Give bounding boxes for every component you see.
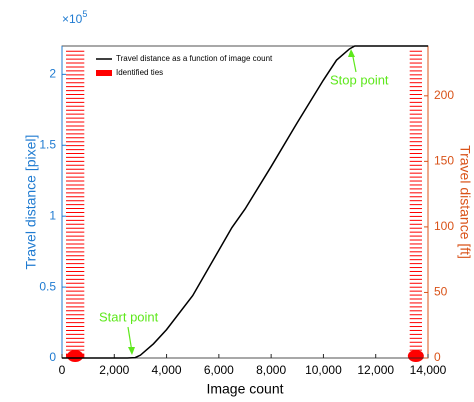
y-tick-label: 0 <box>49 350 56 364</box>
annotation: Start point <box>99 309 159 324</box>
x-tick-label: 4,000 <box>152 363 182 377</box>
y2-tick-label: 50 <box>434 285 448 299</box>
travel-line <box>62 45 428 359</box>
y-tick-label: 2 <box>49 67 56 81</box>
y-axis-label: Travel distance [pixel] <box>23 135 39 270</box>
x-tick-label: 8,000 <box>256 363 286 377</box>
y2-tick-label: 150 <box>434 154 454 168</box>
x-tick-label: 6,000 <box>204 363 234 377</box>
y2-tick-label: 200 <box>434 88 454 102</box>
legend-label: Travel distance as a function of image c… <box>116 54 273 63</box>
tie-cluster <box>67 350 84 362</box>
x-tick-label: 2,000 <box>99 363 129 377</box>
x-axis-label: Image count <box>206 381 283 397</box>
annotation: Stop point <box>330 72 389 87</box>
x-tick-label: 0 <box>59 363 66 377</box>
y-tick-label: 1.5 <box>39 137 56 151</box>
y2-tick-label: 0 <box>434 350 441 364</box>
tie-cluster <box>407 350 424 362</box>
y-multiplier: ×105 <box>62 9 87 26</box>
legend-box <box>92 50 292 82</box>
arrow-head <box>128 347 135 355</box>
legend-swatch <box>96 70 112 76</box>
x-tick-label: 12,000 <box>357 363 394 377</box>
y-tick-label: 0.5 <box>39 279 56 293</box>
y2-tick-label: 100 <box>434 219 454 233</box>
arrow-head <box>348 49 355 57</box>
multiplier-base: ×10 <box>62 12 83 26</box>
legend-label: Identified ties <box>116 68 163 77</box>
y2-axis-label: Travel distance [ft] <box>457 145 473 259</box>
x-tick-label: 10,000 <box>305 363 342 377</box>
y-tick-label: 1 <box>49 208 56 222</box>
x-tick-label: 14,000 <box>410 363 447 377</box>
multiplier-exp: 5 <box>82 9 87 19</box>
